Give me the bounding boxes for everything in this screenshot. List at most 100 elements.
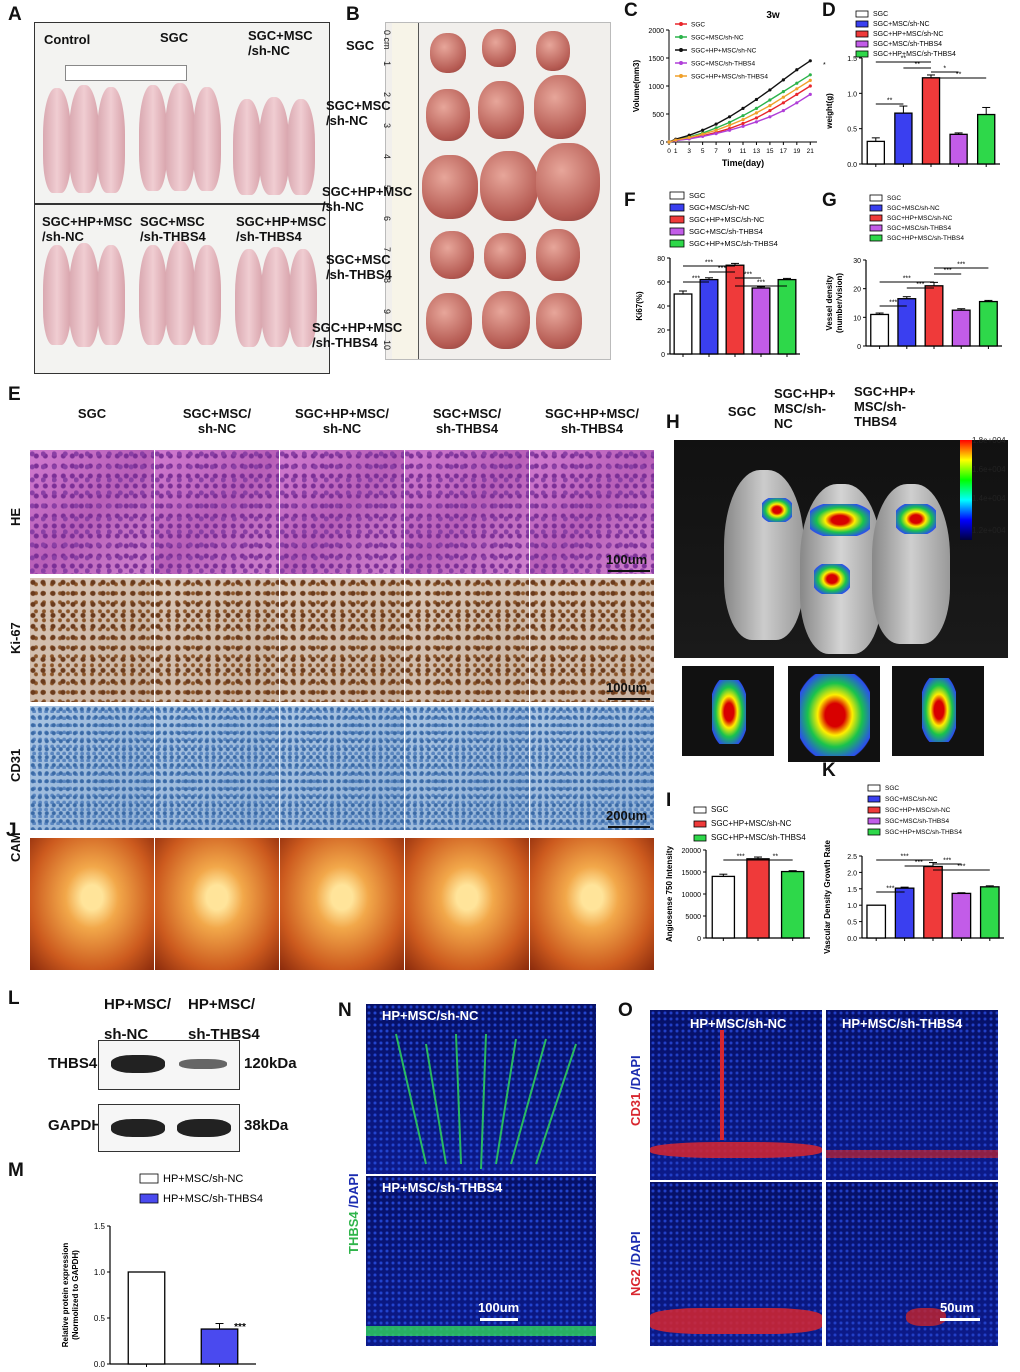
legend-label: SGC [689,191,706,200]
legend-label: SGC+HP+MSC/sh-NC [887,215,953,222]
panel-n-bottom-image [366,1176,596,1346]
y-tick-label: 1.0 [847,903,857,910]
legend-label: SGC+HP+MSC/sh-NC [689,215,765,224]
bar [976,113,996,165]
legend-label: SGC+HP+MSC/sh-NC [885,807,951,814]
y-tick-label: 2000 [648,28,664,35]
panel-h-col-sgc: SGC [727,404,757,419]
panel-label-j: J [6,820,17,841]
x-tick-label: 1 [674,148,678,155]
panel-h-col-nc: SGC+HP+ MSC/sh- NC [774,386,836,431]
y-tick-label: 500 [652,112,664,119]
legend-label: SGC [711,805,729,814]
panel-e-row-label: HE [8,507,23,526]
bar [870,313,890,347]
panel-label-m: M [8,1160,24,1181]
series-point [687,135,691,140]
legend-swatch [693,834,707,842]
ruler [392,23,419,359]
series-point [687,133,691,137]
series-point [754,111,759,115]
panel-e-micrograph [30,578,154,702]
panel-a-photo [34,22,330,374]
panel-l-col-thbs4: HP+MSC/ sh-THBS4 [188,996,260,1043]
legend-label: SGC+HP+MSC/sh-THBS4 [885,829,962,836]
bar [866,140,886,165]
sig-label: *** [901,854,909,861]
legend-swatch [693,806,707,814]
sig-label: * [943,66,946,73]
bar [127,1271,166,1365]
series-point [795,68,799,72]
ruler-mark: 2 [382,92,392,98]
series-point [741,124,745,128]
panel-a-label-sgc: SGC [160,30,189,45]
sig-label: *** [957,262,965,269]
legend-swatch [855,20,869,28]
legend-marker [679,22,683,26]
legend-label: SGC+MSC/sh-NC [873,21,930,28]
panel-b-photo [385,22,611,360]
colorbar-max: 1.8e+004 [972,436,1006,445]
panel-l-size-thbs4: 120kDa [244,1055,297,1072]
bar [673,293,693,355]
bar [894,112,913,165]
y-tick-label: 1.5 [94,1222,106,1231]
y-tick-label: 0.0 [847,936,857,943]
legend-label: HP+MSC/sh-NC [163,1173,243,1185]
sig-label: *** [718,266,726,273]
legend-label: SGC+HP+MSC/sh-NC [711,819,792,828]
legend-swatch [869,194,883,202]
ruler-mark: 9 [382,309,392,315]
legend-swatch [867,784,881,792]
panel-j-cam-image [155,838,279,970]
sig-label: *** [944,268,952,275]
series-point [768,109,772,113]
panel-g-bar-chart: 0 10 20 30 Vessel density (number/vision) SGC S… [825,194,1002,351]
panel-a-label-msc-thbs4: SGC+MSC /sh-THBS4 [140,214,206,244]
legend-label: SGC [885,785,899,792]
panel-e-micrograph [155,578,279,702]
bar [978,300,998,347]
series-point [714,128,718,132]
sig-label: *** [916,282,924,289]
y-tick-label: 0.0 [847,162,857,169]
panel-j-cam-image [280,838,404,970]
panel-label-i: I [666,790,672,811]
panel-n-bottom-title: HP+MSC/sh-THBS4 [382,1180,503,1195]
y-tick-label: 80 [657,256,665,263]
bar [949,133,968,165]
panel-j-row-cam: CAM [8,832,23,862]
panel-e-micrograph [405,450,529,574]
panel-o-cd31-nc [650,1010,822,1180]
x-tick-label: 7 [714,148,718,155]
panel-o-cd31-thbs4 [826,1010,998,1180]
panel-e-micrograph [155,450,279,574]
series-point [741,121,745,126]
bar [921,77,941,165]
panel-b-row-msc-thbs4: SGC+MSC /sh-THBS4 [326,252,392,282]
series-point [768,115,772,119]
y-tick-label: 0 [661,352,665,359]
y-axis-label: (number/vision) [835,273,844,333]
bar [746,858,770,939]
legend-label: SGC+HP+MSC/sh-THBS4 [711,833,806,842]
series-point [754,97,759,102]
sig-label: *** [705,260,713,267]
sig-label: *** [757,280,765,287]
sig-label: *** [943,858,951,865]
sig-label: *** [744,272,752,279]
colorbar-mid2: 1.4e+004 [972,494,1006,503]
panel-h-ivis-image [674,440,1008,658]
legend-label: SGC+MSC/sh-THBS4 [887,225,951,232]
ruler-mark: 4 [382,154,392,160]
legend-label: SGC+HP+MSC/sh-THBS4 [873,51,956,58]
series-line [668,60,811,143]
legend-swatch [867,817,881,825]
series-point [727,128,732,132]
panel-e-scale-bar [608,570,650,572]
panel-d-bar-chart: 0.0 0.5 1.0 1.5 weight(g) SGC SGC+MSC/sh-NC SGC… [825,10,1000,169]
bar [951,892,972,939]
series-point [741,106,745,110]
legend-label: SGC [691,22,705,29]
